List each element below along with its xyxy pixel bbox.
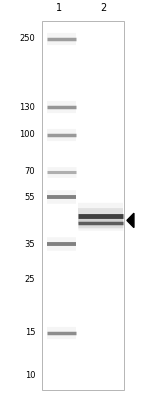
Text: 2: 2 — [100, 3, 106, 13]
Text: 35: 35 — [25, 240, 35, 249]
Text: 1: 1 — [56, 3, 62, 13]
Text: 100: 100 — [19, 130, 35, 139]
Text: 55: 55 — [25, 192, 35, 202]
Text: 15: 15 — [25, 328, 35, 337]
Text: 130: 130 — [19, 103, 35, 112]
Text: 25: 25 — [25, 275, 35, 284]
Text: 250: 250 — [19, 34, 35, 44]
FancyBboxPatch shape — [42, 21, 124, 390]
Text: 70: 70 — [25, 167, 35, 176]
Text: 10: 10 — [25, 371, 35, 380]
Polygon shape — [127, 213, 134, 228]
